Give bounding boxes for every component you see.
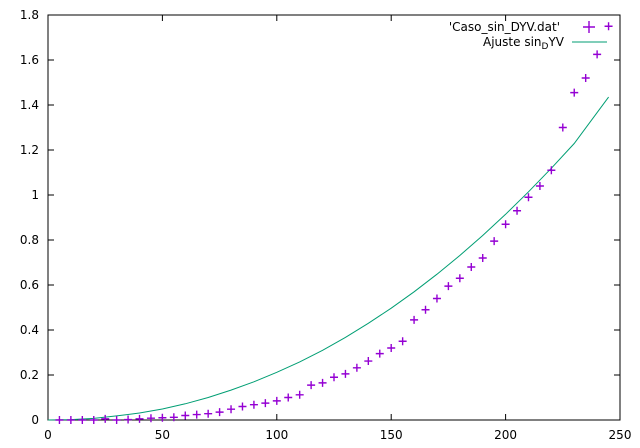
data-point <box>444 282 453 291</box>
data-point <box>547 166 556 175</box>
y-tick-label: 0.8 <box>20 233 39 247</box>
data-point <box>524 193 533 202</box>
data-point <box>375 349 384 358</box>
data-point <box>295 390 304 399</box>
data-point <box>593 50 602 59</box>
y-tick-label: 1.6 <box>20 53 39 67</box>
data-series <box>55 22 613 424</box>
y-tick-label: 0 <box>31 413 39 427</box>
data-point <box>352 363 361 372</box>
data-point <box>192 410 201 419</box>
data-point <box>513 206 522 215</box>
data-point <box>204 409 213 418</box>
legend-label-fit: Ajuste sinDYV <box>483 35 565 52</box>
data-point <box>467 263 476 271</box>
data-point <box>581 74 590 82</box>
x-tick-label: 0 <box>44 428 52 442</box>
data-point <box>478 254 487 262</box>
data-point <box>238 402 247 411</box>
x-axis: 0 50 100 150 200 250 <box>44 15 631 442</box>
data-point <box>181 411 190 420</box>
y-axis: 0 0.2 0.4 0.6 0.8 1 1.2 1.4 1.6 1.8 <box>20 8 620 427</box>
data-point <box>146 414 155 423</box>
legend-label-fit-suffix: YV <box>547 35 564 49</box>
data-point <box>604 22 613 31</box>
y-tick-label: 0.4 <box>20 323 39 337</box>
data-point <box>364 357 373 366</box>
data-point <box>387 344 396 352</box>
y-tick-label: 0.2 <box>20 368 39 382</box>
data-point <box>261 399 270 408</box>
data-point <box>135 414 144 423</box>
data-point <box>55 416 64 424</box>
x-tick-label: 150 <box>380 428 403 442</box>
legend-marker-data <box>583 21 595 33</box>
legend-label-data: 'Caso_sin_DYV.dat' <box>449 20 560 34</box>
legend-label-fit-main: Ajuste sin <box>483 35 542 49</box>
legend: 'Caso_sin_DYV.dat' Ajuste sinDYV <box>449 20 607 52</box>
data-point <box>227 405 236 414</box>
x-tick-label: 50 <box>155 428 170 442</box>
data-point <box>215 408 224 417</box>
data-point <box>398 337 407 346</box>
y-tick-label: 1 <box>31 188 39 202</box>
fit-curve <box>47 96 610 421</box>
data-point <box>169 413 178 422</box>
data-point <box>101 414 110 423</box>
data-point <box>501 220 510 229</box>
data-point <box>318 378 327 387</box>
data-point <box>570 88 579 97</box>
data-point <box>535 182 544 190</box>
data-point <box>158 413 167 422</box>
data-point <box>307 381 316 390</box>
data-point <box>66 416 75 424</box>
y-tick-label: 1.4 <box>20 98 39 112</box>
data-point <box>89 416 98 424</box>
data-point <box>78 416 87 424</box>
data-point <box>284 393 293 402</box>
data-point <box>112 416 121 424</box>
x-tick-label: 250 <box>609 428 632 442</box>
data-point <box>330 373 338 382</box>
data-point <box>272 396 281 405</box>
legend-label-fit-subscript: D <box>542 42 549 52</box>
data-point <box>432 294 441 303</box>
data-point <box>421 305 430 314</box>
data-point <box>455 274 464 283</box>
y-tick-label: 0.6 <box>20 278 39 292</box>
x-tick-label: 200 <box>494 428 517 442</box>
data-point <box>410 315 419 324</box>
data-point <box>124 415 133 424</box>
data-point <box>558 123 567 132</box>
fit-series <box>47 96 610 421</box>
data-point <box>249 400 258 409</box>
data-point <box>341 369 350 378</box>
y-tick-label: 1.8 <box>20 8 39 22</box>
data-point <box>490 237 499 246</box>
plot-frame <box>47 14 621 421</box>
x-tick-label: 100 <box>265 428 288 442</box>
y-tick-label: 1.2 <box>20 143 39 157</box>
